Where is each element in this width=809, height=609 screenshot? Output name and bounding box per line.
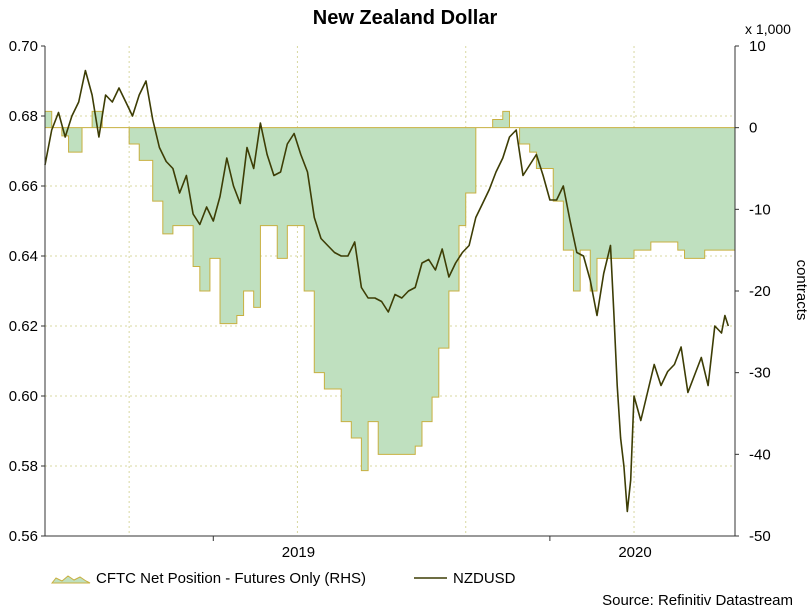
nzdusd-line: [44, 69, 730, 513]
left-tick-label: 0.68: [9, 108, 38, 125]
legend-area-swatch: [50, 575, 91, 584]
right-tick-label: -20: [749, 283, 771, 300]
left-tick-label: 0.64: [9, 248, 38, 265]
legend-label-cftc: CFTC Net Position - Futures Only (RHS): [96, 570, 366, 587]
source-note: Source: Refinitiv Datastream: [602, 592, 793, 609]
area-series: [44, 110, 736, 472]
right-tick-label: -30: [749, 365, 771, 382]
left-tick-label: 0.56: [9, 528, 38, 545]
right-tick-label: 10: [749, 38, 766, 55]
right-axis-ticks: 10 0 -10 -20 -30 -40 -50: [735, 38, 771, 545]
legend: CFTC Net Position - Futures Only (RHS) N…: [50, 570, 516, 587]
right-tick-label: 0: [749, 120, 757, 137]
right-axis-label: contracts: [793, 260, 809, 321]
left-tick-label: 0.60: [9, 388, 38, 405]
x-tick-label: 2020: [618, 544, 651, 561]
left-axis-ticks: 0.70 0.68 0.66 0.64 0.62 0.60 0.58 0.56: [9, 38, 45, 545]
right-tick-label: -40: [749, 446, 771, 463]
right-tick-label: -50: [749, 528, 771, 545]
legend-label-nzdusd: NZDUSD: [453, 570, 516, 587]
right-tick-label: -10: [749, 201, 771, 218]
x-tick-label: 2019: [282, 544, 315, 561]
chart-title: New Zealand Dollar: [313, 7, 498, 29]
cftc-position-area: [44, 110, 736, 472]
line-series: [44, 69, 730, 513]
right-axis-scale-note: x 1,000: [745, 21, 791, 37]
left-tick-label: 0.58: [9, 458, 38, 475]
left-tick-label: 0.70: [9, 38, 38, 55]
left-tick-label: 0.66: [9, 178, 38, 195]
x-axis-ticks: 2019 2020: [212, 536, 652, 561]
left-tick-label: 0.62: [9, 318, 38, 335]
